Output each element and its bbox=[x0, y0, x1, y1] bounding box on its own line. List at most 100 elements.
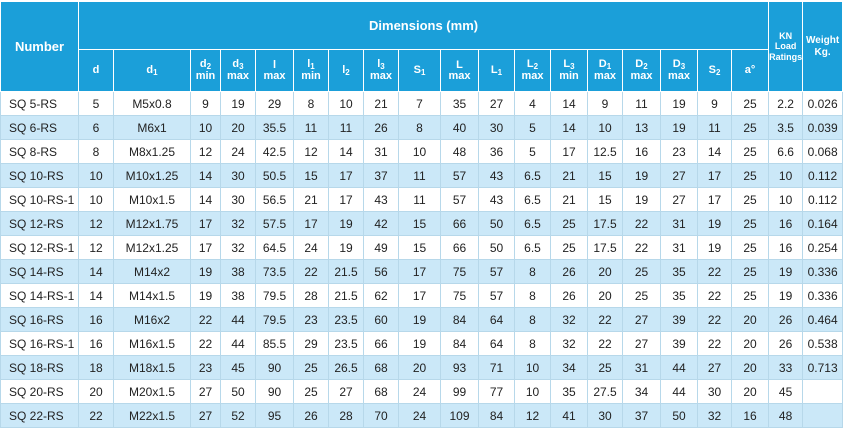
cell: 44 bbox=[660, 355, 698, 380]
weight-header: Weight Kg. bbox=[802, 1, 844, 92]
row-label: SQ 20-RS bbox=[0, 379, 79, 404]
cell: 6.5 bbox=[514, 211, 551, 236]
column-subscript: 2 bbox=[643, 62, 648, 71]
cell: 20 bbox=[587, 283, 623, 308]
table-row: SQ 18-RS 18 M18x1.5 23 45 90 25 26.5 68 20 93 71 10 3… bbox=[0, 355, 844, 380]
cell: 9 bbox=[587, 91, 623, 116]
cell: 27 bbox=[328, 379, 364, 404]
cell: 26 bbox=[768, 307, 804, 332]
cell: 25 bbox=[587, 355, 623, 380]
cell: 19 bbox=[697, 235, 732, 260]
cell: 49 bbox=[363, 235, 399, 260]
cell: 8 bbox=[293, 91, 329, 116]
cell: 29 bbox=[293, 331, 329, 356]
cell: 30 bbox=[220, 163, 256, 188]
cell: 17 bbox=[697, 163, 732, 188]
column-symbol-line: l1 bbox=[294, 59, 328, 71]
cell: 84 bbox=[440, 307, 479, 332]
cell: 99 bbox=[440, 379, 479, 404]
cell: 35 bbox=[440, 91, 479, 116]
column-header: a° bbox=[730, 49, 770, 92]
cell: 22 bbox=[697, 283, 732, 308]
cell: 15 bbox=[398, 235, 441, 260]
cell: 12 bbox=[190, 139, 221, 164]
cell: 21 bbox=[363, 91, 399, 116]
cell: 11 bbox=[622, 91, 661, 116]
column-note: min bbox=[559, 70, 579, 82]
row-label: SQ 18-RS bbox=[0, 355, 79, 380]
column-subscript: 1 bbox=[606, 62, 612, 71]
column-subscript: 3 bbox=[239, 62, 244, 71]
cell: 48 bbox=[440, 139, 479, 164]
cell: 0.254 bbox=[802, 235, 844, 260]
cell: 19 bbox=[622, 187, 661, 212]
cell: 27 bbox=[697, 355, 732, 380]
row-label: SQ 16-RS bbox=[0, 307, 79, 332]
cell: 8 bbox=[78, 139, 114, 164]
column-symbol-line: L2 bbox=[515, 59, 550, 71]
load-header-line: KN bbox=[779, 30, 793, 41]
load-header-line: Load bbox=[774, 41, 797, 52]
row-label: SQ 12-RS-1 bbox=[0, 235, 79, 260]
cell: 22 bbox=[190, 307, 221, 332]
cell: 6.5 bbox=[514, 163, 551, 188]
cell: 85.5 bbox=[255, 331, 294, 356]
column-header: L3 min bbox=[550, 49, 588, 92]
cell: 25 bbox=[730, 163, 770, 188]
cell: 19 bbox=[190, 259, 221, 284]
cell: 30 bbox=[478, 115, 515, 140]
cell: 10 bbox=[587, 115, 623, 140]
cell: 11 bbox=[398, 163, 441, 188]
cell: 14 bbox=[550, 91, 588, 116]
cell: 22 bbox=[190, 331, 221, 356]
cell: 19 bbox=[768, 259, 804, 284]
cell: 10 bbox=[768, 187, 804, 212]
cell: 26 bbox=[550, 283, 588, 308]
cell: 21.5 bbox=[328, 283, 364, 308]
column-header: l3 max bbox=[363, 49, 399, 92]
cell: 14 bbox=[190, 187, 221, 212]
cell: 8 bbox=[514, 283, 551, 308]
cell: 14 bbox=[78, 259, 114, 284]
column-subscript: 1 bbox=[497, 67, 503, 77]
cell: 64 bbox=[478, 307, 515, 332]
cell: 19 bbox=[398, 307, 441, 332]
cell: 35 bbox=[660, 259, 698, 284]
cell: 31 bbox=[660, 235, 698, 260]
column-header: l2 bbox=[328, 49, 364, 92]
column-header: d1 bbox=[113, 49, 191, 92]
cell: 57 bbox=[478, 283, 515, 308]
cell: 26 bbox=[363, 115, 399, 140]
column-header: l1 min bbox=[293, 49, 329, 92]
cell: 25 bbox=[622, 259, 661, 284]
cell: 39 bbox=[660, 331, 698, 356]
table-body: SQ 5-RS 5 M5x0.8 9 19 29 8 10 21 7 35 27 4 14 9 11 19 9 25… bbox=[0, 91, 844, 428]
cell: 66 bbox=[440, 211, 479, 236]
cell: 17 bbox=[550, 139, 588, 164]
cell: 29 bbox=[255, 91, 294, 116]
cell: 12.5 bbox=[587, 139, 623, 164]
cell: 35.5 bbox=[255, 115, 294, 140]
column-note: max bbox=[369, 70, 393, 82]
cell: 19 bbox=[660, 115, 698, 140]
cell: 22 bbox=[587, 307, 623, 332]
column-subscript: 3 bbox=[680, 62, 686, 71]
cell: 57 bbox=[440, 187, 479, 212]
table-row: SQ 8-RS 8 M8x1.25 12 24 42.5 12 14 31 10 48 36 5 17 12… bbox=[0, 139, 844, 164]
cell: 19 bbox=[660, 91, 698, 116]
column-symbol-line: d3 bbox=[221, 59, 255, 71]
column-subscript: 1 bbox=[420, 67, 426, 77]
cell: M18x1.5 bbox=[113, 355, 191, 380]
cell: 34 bbox=[622, 379, 661, 404]
column-subscript: 2 bbox=[206, 62, 212, 71]
cell: M8x1.25 bbox=[113, 139, 191, 164]
cell: 56 bbox=[363, 259, 399, 284]
cell: 35 bbox=[550, 379, 588, 404]
cell: 35 bbox=[660, 283, 698, 308]
cell: 0.026 bbox=[802, 91, 844, 116]
cell: 50.5 bbox=[255, 163, 294, 188]
column-symbol: D bbox=[635, 58, 644, 70]
cell: 25 bbox=[730, 91, 770, 116]
cell: 25 bbox=[293, 355, 329, 380]
